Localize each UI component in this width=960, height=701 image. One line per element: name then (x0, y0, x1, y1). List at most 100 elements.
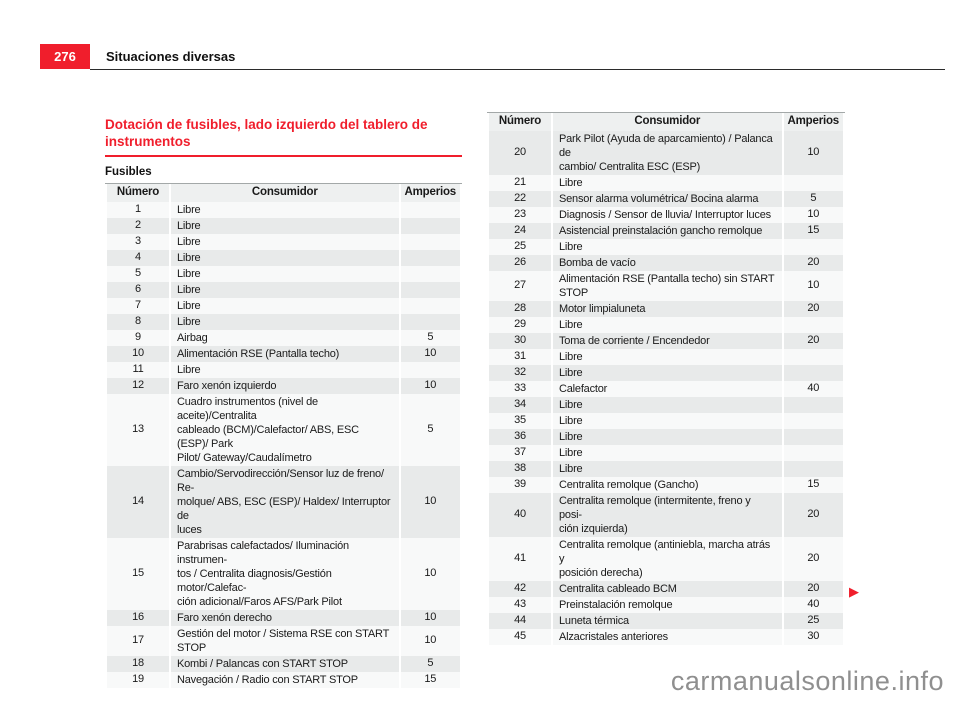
fuse-table-row: 19 Navegación / Radio con START STOP 15 (107, 671, 460, 688)
fuse-consumer-cell: Luneta térmica (553, 612, 782, 629)
fuse-number-cell: 3 (107, 233, 169, 250)
section-title: Situaciones diversas (106, 49, 236, 64)
column-header-amperios: Amperios (783, 113, 843, 131)
fuse-amps-cell: 5 (400, 329, 460, 346)
fuse-amps-cell: 40 (783, 380, 843, 397)
fuse-amps-cell: 10 (400, 377, 460, 394)
fuse-table-row: 27 Alimentación RSE (Pantalla techo) sin… (489, 270, 843, 301)
fuse-table-row: 45 Alzacristales anteriores 30 (489, 628, 843, 645)
fuse-number-cell: 26 (489, 254, 551, 271)
fuse-number-cell: 20 (489, 130, 551, 175)
fuse-number-cell: 30 (489, 332, 551, 349)
fuse-number-cell: 18 (107, 655, 169, 672)
fuse-consumer-cell: Cambio/Servodirección/Sensor luz de fren… (171, 465, 399, 538)
fuse-number-cell: 37 (489, 444, 551, 461)
fuse-amps-cell (400, 217, 460, 234)
fuse-number-cell: 27 (489, 270, 551, 301)
fuse-table-row: 15 Parabrisas calefactados/ Iluminación … (107, 537, 460, 610)
fuse-table-row: 7 Libre (107, 297, 460, 314)
fuse-table-row: 17 Gestión del motor / Sistema RSE con S… (107, 625, 460, 656)
fuse-amps-cell (783, 174, 843, 191)
fuse-number-cell: 2 (107, 217, 169, 234)
fuse-amps-cell: 5 (400, 393, 460, 466)
fuse-number-cell: 45 (489, 628, 551, 645)
fuse-consumer-cell: Libre (171, 361, 399, 378)
fuse-amps-cell: 10 (783, 130, 843, 175)
fuse-number-cell: 15 (107, 537, 169, 610)
fuse-amps-cell (783, 316, 843, 333)
fuse-table-row: 30 Toma de corriente / Encendedor 20 (489, 332, 843, 349)
fuse-consumer-cell: Libre (171, 233, 399, 250)
fuse-consumer-cell: Cuadro instrumentos (nivel de aceite)/Ce… (171, 393, 399, 466)
right-column: Número Consumidor Amperios 20 Park Pilot… (487, 112, 845, 645)
fuse-amps-cell (783, 412, 843, 429)
fuse-consumer-cell: Preinstalación remolque (553, 596, 782, 613)
fuse-consumer-cell: Gestión del motor / Sistema RSE con STAR… (171, 625, 399, 656)
fuse-consumer-cell: Alimentación RSE (Pantalla techo) (171, 345, 399, 362)
fuse-table-row: 38 Libre (489, 460, 843, 477)
fuse-consumer-cell: Libre (553, 364, 782, 381)
watermark: carmanualsonline.info (670, 666, 944, 696)
fuse-number-cell: 34 (489, 396, 551, 413)
fuse-table-header-row: Número Consumidor Amperios (107, 184, 460, 202)
next-page-arrow-icon: ▶ (849, 584, 859, 599)
fuse-amps-cell: 5 (783, 190, 843, 207)
fuse-table-row: 13 Cuadro instrumentos (nivel de aceite)… (107, 393, 460, 466)
fuse-consumer-cell: Asistencial preinstalación gancho remolq… (553, 222, 782, 239)
fuse-number-cell: 7 (107, 297, 169, 314)
fuse-consumer-cell: Libre (553, 444, 782, 461)
fuse-amps-cell: 20 (783, 332, 843, 349)
fuse-number-cell: 16 (107, 609, 169, 626)
fuse-consumer-cell: Libre (553, 316, 782, 333)
fuse-amps-cell (400, 201, 460, 218)
fuse-table-row: 32 Libre (489, 364, 843, 381)
fuse-number-cell: 43 (489, 596, 551, 613)
column-header-numero: Número (489, 113, 551, 131)
fuse-table-row: 3 Libre (107, 233, 460, 250)
fuse-consumer-cell: Libre (171, 313, 399, 330)
fuse-table-row: 34 Libre (489, 396, 843, 413)
fuse-amps-cell (783, 238, 843, 255)
fuse-table-row: 11 Libre (107, 361, 460, 378)
fuse-amps-cell (400, 313, 460, 330)
page-number-badge: 276 (40, 44, 90, 69)
fuse-consumer-cell: Libre (553, 428, 782, 445)
fuse-number-cell: 32 (489, 364, 551, 381)
fuse-table-row: 9 Airbag 5 (107, 329, 460, 346)
fuse-table-row: 1 Libre (107, 201, 460, 218)
fuse-table-row: 36 Libre (489, 428, 843, 445)
fuse-amps-cell (400, 249, 460, 266)
fuse-consumer-cell: Park Pilot (Ayuda de aparcamiento) / Pal… (553, 130, 782, 175)
fuse-amps-cell: 10 (783, 206, 843, 223)
fuse-table-row: 42 Centralita cableado BCM 20 (489, 580, 843, 597)
fuse-amps-cell (783, 348, 843, 365)
fuse-amps-cell (400, 297, 460, 314)
fuse-number-cell: 39 (489, 476, 551, 493)
fuse-consumer-cell: Centralita cableado BCM (553, 580, 782, 597)
fuse-amps-cell: 5 (400, 655, 460, 672)
fuse-consumer-cell: Libre (171, 265, 399, 282)
fuse-consumer-cell: Alzacristales anteriores (553, 628, 782, 645)
fuse-table-row: 44 Luneta térmica 25 (489, 612, 843, 629)
fuse-number-cell: 9 (107, 329, 169, 346)
chapter-heading: Dotación de fusibles, lado izquierdo del… (105, 116, 462, 157)
fuse-table-row: 29 Libre (489, 316, 843, 333)
fuse-consumer-cell: Libre (553, 348, 782, 365)
fuse-consumer-cell: Kombi / Palancas con START STOP (171, 655, 399, 672)
fuse-amps-cell: 20 (783, 254, 843, 271)
fuse-consumer-cell: Centralita remolque (Gancho) (553, 476, 782, 493)
fuse-number-cell: 19 (107, 671, 169, 688)
fuse-amps-cell (783, 428, 843, 445)
fuse-number-cell: 21 (489, 174, 551, 191)
header-rule (90, 69, 945, 70)
column-header-consumidor: Consumidor (171, 184, 399, 202)
fuse-amps-cell (783, 460, 843, 477)
fuse-amps-cell (783, 444, 843, 461)
column-header-consumidor: Consumidor (553, 113, 782, 131)
fuse-number-cell: 40 (489, 492, 551, 537)
fuse-consumer-cell: Centralita remolque (antiniebla, marcha … (553, 536, 782, 581)
fuse-consumer-cell: Libre (553, 396, 782, 413)
fuse-amps-cell: 10 (400, 625, 460, 656)
fuse-number-cell: 11 (107, 361, 169, 378)
fuse-consumer-cell: Alimentación RSE (Pantalla techo) sin ST… (553, 270, 782, 301)
